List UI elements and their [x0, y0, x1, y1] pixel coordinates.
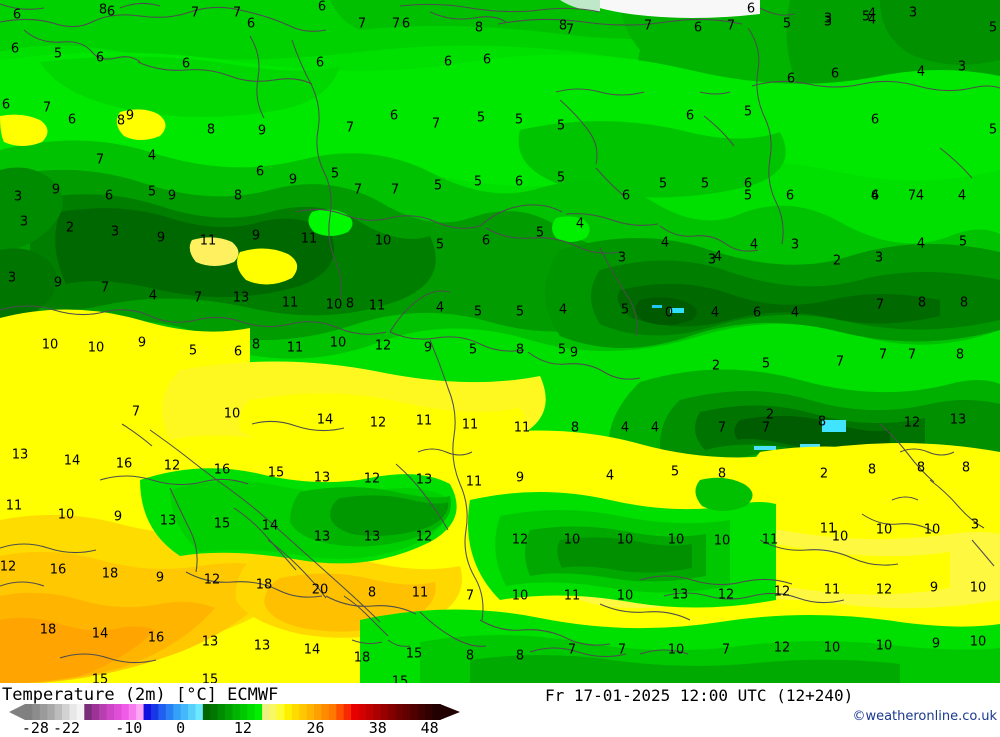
colorbar-tick: -28: [22, 719, 49, 737]
colorbar-swatch: [181, 704, 189, 720]
subzero-marker-b: [652, 305, 662, 308]
colorbar-swatch: [114, 704, 122, 720]
map-footer: Temperature (2m) [°C] ECMWF Fr 17-01-202…: [0, 683, 1000, 733]
colorbar-tick: 38: [369, 719, 387, 737]
colorbar-swatch: [32, 704, 40, 720]
colorbar-swatch: [173, 704, 181, 720]
colorbar-swatch: [299, 704, 307, 720]
map-canvas: [0, 0, 1000, 683]
colorbar-swatch: [277, 704, 285, 720]
colorbar-tick: 12: [234, 719, 252, 737]
colorbar-swatch: [218, 704, 226, 720]
colorbar-swatch: [381, 704, 389, 720]
colorbar-swatch: [151, 704, 159, 720]
colorbar-right-arrow: [440, 704, 460, 720]
colorbar-swatch: [144, 704, 152, 720]
colorbar-swatch: [136, 704, 144, 720]
colorbar-swatch: [336, 704, 344, 720]
colorbar-swatch: [255, 704, 263, 720]
colorbar-swatch: [307, 704, 315, 720]
colorbar-swatch: [40, 704, 48, 720]
colorbar-swatch: [284, 704, 292, 720]
colorbar-swatch: [203, 704, 211, 720]
colorbar-swatch: [425, 704, 433, 720]
colorbar-swatch: [233, 704, 241, 720]
colorbar-swatch: [292, 704, 300, 720]
colorbar-swatch: [225, 704, 233, 720]
colorbar-swatch: [210, 704, 218, 720]
colorbar-swatch: [418, 704, 426, 720]
colorbar-swatch: [351, 704, 359, 720]
colorbar-swatch: [129, 704, 137, 720]
colorbar-swatch: [195, 704, 203, 720]
colorbar-swatch: [77, 704, 85, 720]
colorbar-swatch: [329, 704, 337, 720]
colorbar-swatch: [388, 704, 396, 720]
colorbar-swatch: [366, 704, 374, 720]
colorbar-swatch: [358, 704, 366, 720]
colorbar-swatch: [188, 704, 196, 720]
colorbar-tick: 0: [176, 719, 185, 737]
forecast-timestamp: Fr 17-01-2025 12:00 UTC (12+240): [545, 686, 853, 705]
colorbar-swatch: [25, 704, 33, 720]
colorbar-left-arrow: [9, 704, 25, 720]
colorbar-swatch: [321, 704, 329, 720]
colorbar-swatch: [121, 704, 129, 720]
subzero-marker-d: [754, 446, 776, 450]
colorbar-swatch: [344, 704, 352, 720]
colorbar-swatch: [314, 704, 322, 720]
colorbar-swatch: [62, 704, 70, 720]
colorbar-swatch: [84, 704, 92, 720]
subzero-marker-a: [670, 308, 684, 313]
colorbar-tick: 26: [306, 719, 324, 737]
page-title: Temperature (2m) [°C] ECMWF: [2, 685, 278, 705]
colorbar-swatch: [69, 704, 77, 720]
colorbar-swatch: [92, 704, 100, 720]
colorbar-swatch: [55, 704, 63, 720]
colorbar-swatch: [247, 704, 255, 720]
subzero-marker-c: [822, 420, 846, 432]
colorbar-swatch: [410, 704, 418, 720]
colorbar-swatch: [373, 704, 381, 720]
colorbar-swatch: [396, 704, 404, 720]
colorbar-swatch: [270, 704, 278, 720]
colorbar-swatch: [99, 704, 107, 720]
colorbar-swatch: [403, 704, 411, 720]
colorbar-swatch: [158, 704, 166, 720]
colorbar-tick: -22: [53, 719, 80, 737]
colorbar-swatch: [47, 704, 55, 720]
patch-y4: [190, 237, 239, 266]
copyright-notice: ©weatheronline.co.uk: [852, 709, 997, 724]
colorbar-swatch: [240, 704, 248, 720]
colorbar-swatch: [107, 704, 115, 720]
patch-g1: [552, 216, 590, 242]
colorbar-swatches: [0, 704, 470, 720]
colorbar-swatch: [433, 704, 441, 720]
colorbar-swatch: [262, 704, 270, 720]
colorbar-swatch: [166, 704, 174, 720]
colorbar-tick: -10: [115, 719, 142, 737]
colorbar-tick: 48: [421, 719, 439, 737]
